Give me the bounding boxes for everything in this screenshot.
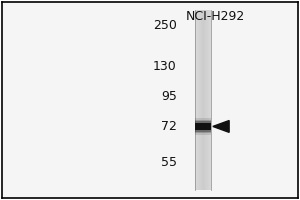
- Text: 72: 72: [161, 120, 177, 133]
- Text: 250: 250: [153, 19, 177, 32]
- Bar: [195, 121, 211, 132]
- Text: NCI-H292: NCI-H292: [185, 10, 245, 23]
- Text: 130: 130: [153, 60, 177, 73]
- Text: 95: 95: [161, 90, 177, 103]
- Bar: [195, 123, 211, 130]
- Text: 55: 55: [160, 156, 177, 169]
- Bar: [195, 120, 211, 133]
- Polygon shape: [213, 121, 229, 132]
- Bar: [195, 118, 211, 135]
